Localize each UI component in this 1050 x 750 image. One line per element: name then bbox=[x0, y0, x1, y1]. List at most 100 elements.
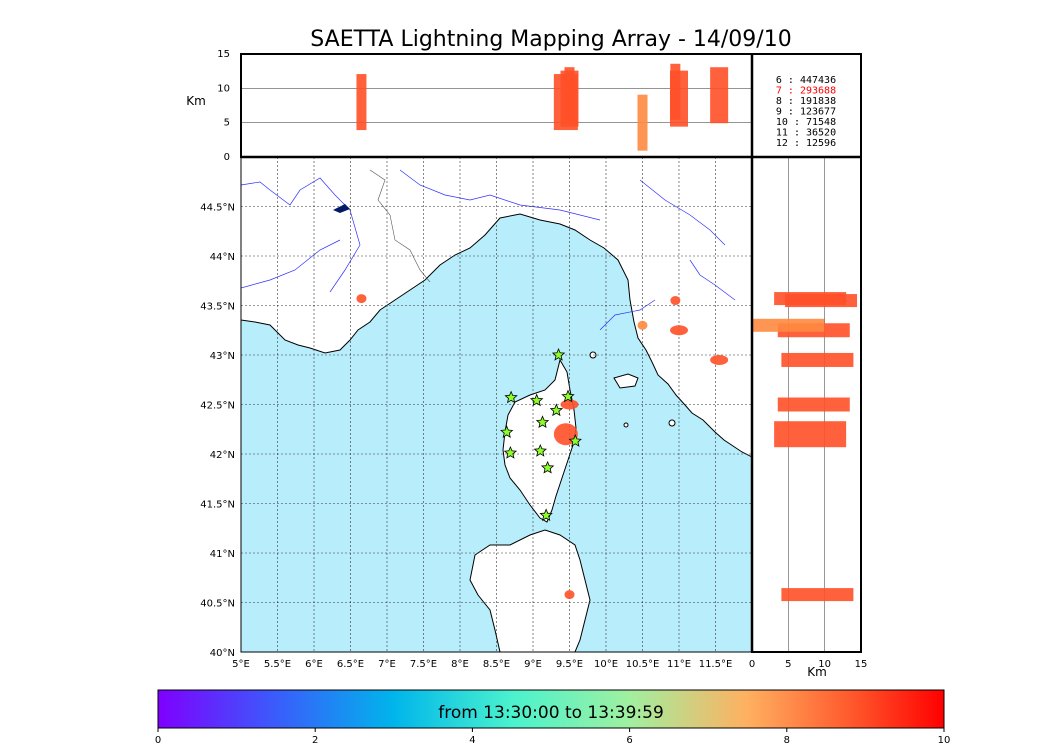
right-x-tick-label: 0 bbox=[749, 659, 755, 670]
map-x-ticks: 5°E 5.5°E 6°E 6.5°E 7°E 7.5°E 8°E 8.5°E 9°E 9.5°E… bbox=[232, 659, 732, 670]
x-tick-label: 7°E bbox=[378, 659, 396, 670]
lightning-cluster bbox=[564, 590, 575, 600]
colorbar-label: from 13:30:00 to 13:39:59 bbox=[438, 703, 664, 723]
legend-entry: 8 : 191838 bbox=[776, 96, 836, 107]
top-clusters bbox=[356, 63, 729, 151]
lightning-cluster bbox=[637, 320, 648, 330]
lightning-cluster bbox=[356, 294, 367, 304]
right-x-tick-label: 10 bbox=[818, 659, 831, 670]
colorbar-tick-label: 10 bbox=[938, 735, 951, 746]
rivers bbox=[241, 169, 736, 331]
elba bbox=[613, 373, 639, 389]
top-y-tick-label: 5 bbox=[224, 118, 230, 129]
legend-entry: 12 : 12596 bbox=[776, 138, 836, 149]
top-panel bbox=[240, 53, 753, 158]
station-star-icon bbox=[503, 445, 518, 459]
lightning-cluster bbox=[670, 296, 681, 306]
x-tick-label: 11.5°E bbox=[699, 659, 733, 670]
borders bbox=[369, 169, 431, 283]
sardinia bbox=[469, 529, 591, 652]
mainland bbox=[241, 157, 752, 458]
corsica bbox=[502, 358, 577, 523]
right-x-tick-label: 15 bbox=[855, 659, 868, 670]
station-star-icon bbox=[539, 508, 553, 522]
x-tick-label: 6°E bbox=[305, 659, 323, 670]
x-tick-label: 10°E bbox=[594, 659, 618, 670]
y-tick-label: 41°N bbox=[210, 549, 235, 560]
montecristo bbox=[623, 422, 629, 428]
right-panel bbox=[751, 156, 862, 653]
x-tick-label: 5.5°E bbox=[264, 659, 291, 670]
lightning-band bbox=[785, 294, 858, 308]
station-star-icon bbox=[568, 434, 582, 447]
legend-entry: 7 : 293688 bbox=[776, 86, 836, 97]
top-y-tick-label: 10 bbox=[217, 83, 230, 94]
y-tick-label: 43°N bbox=[210, 351, 235, 362]
colorbar: from 13:30:00 to 13:39:59 0 2 4 6 8 10 bbox=[155, 689, 951, 746]
y-tick-label: 40°N bbox=[210, 648, 235, 659]
lightning-column bbox=[670, 70, 688, 127]
lightning-column bbox=[564, 67, 575, 124]
station-star-icon bbox=[561, 389, 575, 403]
legend-entry: 9 : 123677 bbox=[776, 107, 836, 118]
station-star-icon bbox=[551, 347, 566, 361]
x-tick-label: 10.5°E bbox=[626, 659, 660, 670]
map-grid bbox=[241, 157, 752, 652]
colorbar-tick-label: 8 bbox=[784, 735, 790, 746]
y-tick-label: 42.5°N bbox=[200, 401, 235, 412]
top-ylabel: Km bbox=[186, 94, 206, 108]
station-star-icon bbox=[529, 393, 544, 407]
map-clusters bbox=[356, 294, 729, 600]
right-clusters bbox=[752, 292, 858, 602]
map-y-ticks: 40°N 40.5°N 41°N 41.5°N 42°N 42.5°N 43°N 43.5°N… bbox=[200, 203, 235, 660]
lightning-band bbox=[781, 352, 854, 367]
station-markers bbox=[500, 347, 582, 522]
lightning-cluster bbox=[670, 325, 688, 336]
top-y-tick-label: 0 bbox=[224, 152, 230, 163]
station-star-icon bbox=[500, 425, 514, 438]
x-tick-label: 6.5°E bbox=[337, 659, 364, 670]
x-tick-label: 8°E bbox=[451, 659, 469, 670]
y-tick-label: 40.5°N bbox=[200, 599, 235, 610]
top-y-ticks: 0 5 10 15 bbox=[217, 49, 230, 163]
x-tick-label: 7.5°E bbox=[410, 659, 437, 670]
right-xlabel: Km bbox=[807, 665, 827, 679]
lightning-band bbox=[781, 588, 854, 602]
y-tick-label: 41.5°N bbox=[200, 500, 235, 511]
colorbar-tick-label: 0 bbox=[155, 735, 161, 746]
chart-title: SAETTA Lightning Mapping Array - 14/09/1… bbox=[310, 27, 791, 52]
colorbar-tick-label: 4 bbox=[469, 735, 475, 746]
legend-entry: 11 : 36520 bbox=[776, 128, 836, 139]
station-star-icon bbox=[535, 415, 550, 429]
station-star-icon bbox=[533, 443, 547, 457]
top-y-tick-label: 15 bbox=[217, 49, 230, 60]
legend-entry: 10 : 71548 bbox=[776, 117, 836, 128]
lightning-column bbox=[637, 94, 648, 151]
y-tick-label: 43.5°N bbox=[200, 302, 235, 313]
colorbar-ticks: 0 2 4 6 8 10 bbox=[155, 728, 951, 746]
colorbar-tick-label: 6 bbox=[626, 735, 632, 746]
x-tick-label: 9.5°E bbox=[556, 659, 583, 670]
legend-entry: 6 : 447436 bbox=[776, 75, 836, 86]
right-x-ticks: 0 5 10 15 bbox=[749, 659, 868, 670]
right-x-tick-label: 5 bbox=[785, 659, 791, 670]
station-star-icon bbox=[549, 403, 564, 417]
lightning-cluster bbox=[560, 399, 579, 410]
x-tick-label: 11°E bbox=[667, 659, 691, 670]
lightning-band bbox=[774, 421, 847, 448]
station-star-icon bbox=[504, 390, 518, 404]
map-panel bbox=[241, 157, 752, 652]
giglio bbox=[668, 419, 676, 427]
colorbar-tick-label: 2 bbox=[312, 735, 318, 746]
station-star-icon bbox=[540, 460, 555, 474]
y-tick-label: 42°N bbox=[210, 450, 235, 461]
lightning-band bbox=[777, 397, 850, 412]
y-tick-label: 44°N bbox=[210, 252, 235, 263]
lightning-column bbox=[356, 74, 367, 131]
colorbar-gradient bbox=[157, 689, 945, 729]
x-tick-label: 5°E bbox=[232, 659, 250, 670]
x-tick-label: 9°E bbox=[524, 659, 542, 670]
y-tick-label: 44.5°N bbox=[200, 203, 235, 214]
